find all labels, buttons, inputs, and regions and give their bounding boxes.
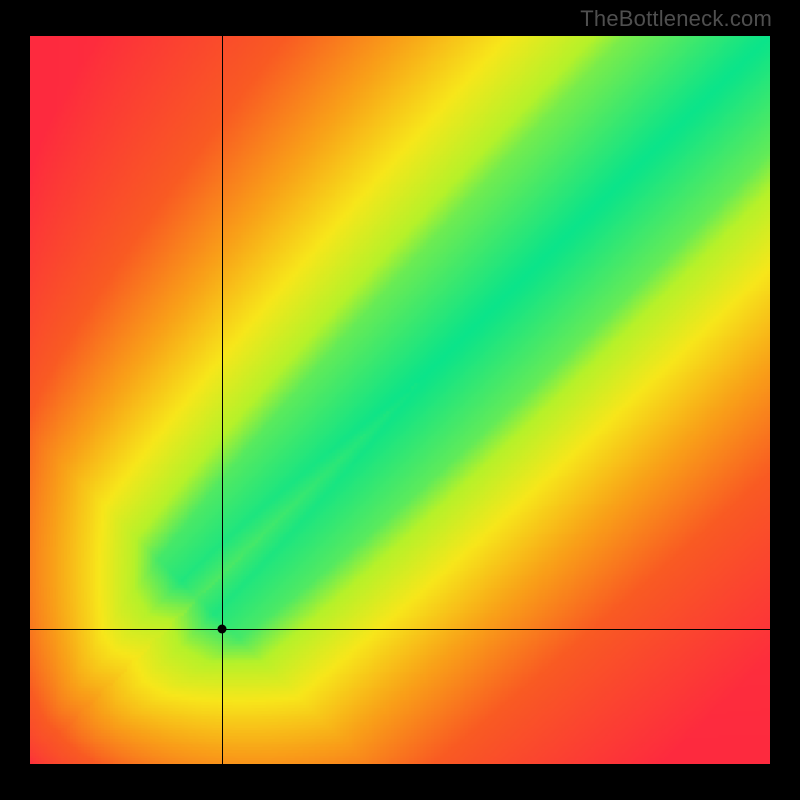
marker-dot	[218, 625, 227, 634]
plot-area	[30, 36, 770, 764]
watermark-text: TheBottleneck.com	[580, 6, 772, 32]
crosshair-vertical	[222, 36, 223, 764]
bottleneck-heatmap	[30, 36, 770, 764]
crosshair-horizontal	[30, 629, 770, 630]
chart-frame: TheBottleneck.com	[0, 0, 800, 800]
